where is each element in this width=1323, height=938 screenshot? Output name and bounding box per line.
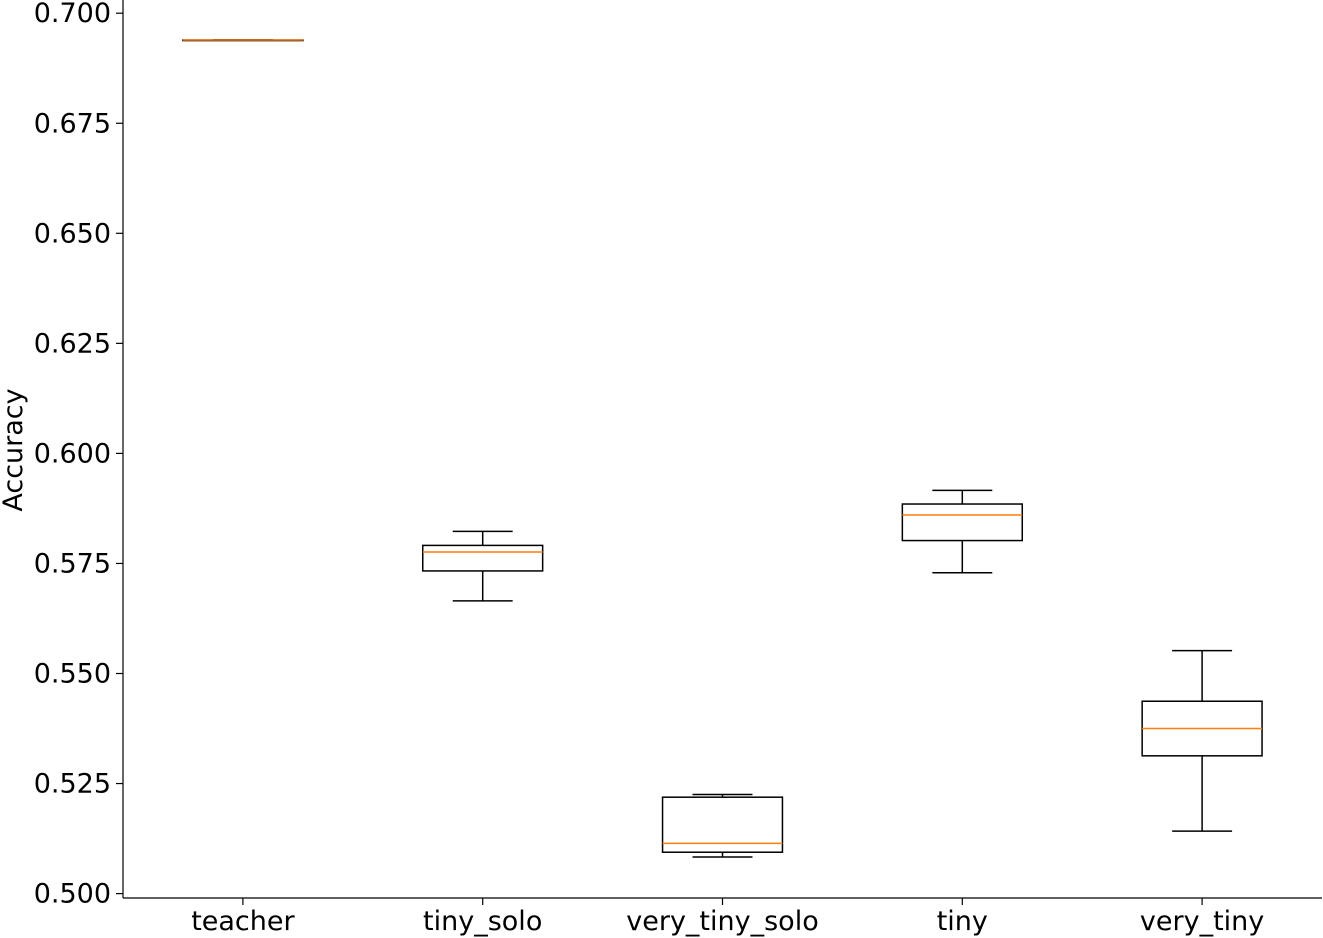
box-body	[661, 796, 784, 853]
boxes-group	[182, 39, 1263, 858]
x-tick-label: tiny	[937, 906, 988, 937]
y-tick-label: 0.550	[34, 659, 111, 690]
y-tick-label: 0.675	[34, 108, 111, 139]
x-tick-label: very_tiny_solo	[626, 906, 818, 937]
box-tiny_solo	[422, 530, 544, 602]
y-tick-label: 0.500	[34, 879, 111, 910]
y-axis-label: Accuracy	[0, 388, 29, 511]
box-teacher	[182, 39, 304, 42]
y-tick-label: 0.650	[34, 218, 111, 249]
box-body	[422, 544, 544, 572]
y-tick-label: 0.600	[34, 438, 111, 469]
y-tick-label: 0.525	[34, 769, 111, 800]
axes-group: 0.500 0.525 0.550 0.575 0.600 0.625 0.650 0.675…	[34, 0, 1322, 937]
y-tick-label: 0.575	[34, 548, 111, 579]
y-tick-label: 0.700	[34, 0, 111, 29]
x-tick-label: tiny_solo	[423, 906, 542, 937]
box-very_tiny_solo	[661, 793, 784, 858]
x-tick-label: teacher	[191, 906, 295, 937]
box-very_tiny	[1141, 649, 1263, 832]
x-tick-label: very_tiny	[1140, 906, 1264, 937]
box-body	[901, 503, 1023, 542]
box-tiny	[901, 489, 1023, 574]
y-tick-label: 0.625	[34, 328, 111, 359]
